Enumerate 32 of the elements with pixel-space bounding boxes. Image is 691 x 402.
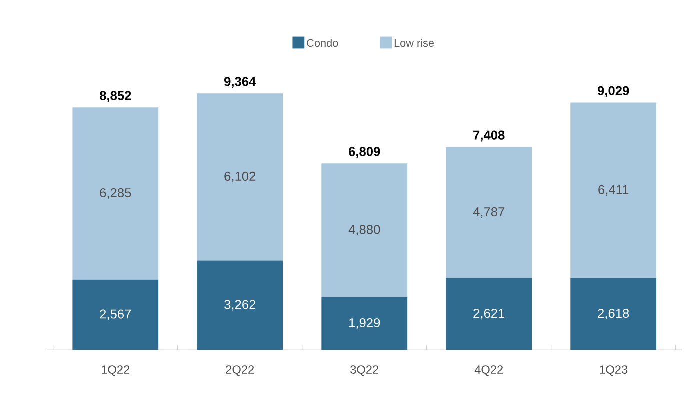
- bar: [322, 164, 408, 298]
- total-label: 6,809: [349, 147, 380, 158]
- total-label: 9,364: [224, 77, 256, 88]
- data-label: 2,621: [474, 309, 505, 320]
- data-label: 1,929: [350, 318, 380, 330]
- data-label: 6,285: [100, 188, 132, 200]
- bar: [197, 94, 284, 261]
- x-tick-label: 2Q22: [226, 366, 254, 376]
- x-tick-label: 1Q22: [102, 366, 130, 376]
- x-tick-label: 3Q22: [350, 366, 379, 376]
- bar: [72, 108, 159, 280]
- data-label: 3,262: [224, 300, 256, 311]
- x-tick-label: 1Q23: [600, 366, 628, 376]
- x-tick-label: 4Q22: [474, 366, 504, 376]
- legend-label: Condo: [307, 39, 338, 48]
- data-label: 2,567: [100, 310, 132, 320]
- data-label: 2,618: [598, 309, 630, 320]
- bar: [322, 297, 408, 350]
- bar: [197, 260, 284, 350]
- data-label: 4,787: [473, 208, 505, 218]
- total-label: 7,408: [474, 130, 505, 142]
- data-label: 4,880: [348, 225, 380, 236]
- bar: [570, 278, 657, 350]
- bar: [72, 280, 159, 350]
- data-label: 6,102: [224, 172, 256, 183]
- total-label: 9,029: [598, 86, 630, 98]
- data-label: 6,411: [598, 185, 629, 196]
- bar: [570, 102, 657, 279]
- bar: [446, 147, 532, 278]
- total-label: 8,852: [100, 91, 132, 102]
- bar: [446, 278, 532, 350]
- legend-label: Low rise: [394, 39, 434, 48]
